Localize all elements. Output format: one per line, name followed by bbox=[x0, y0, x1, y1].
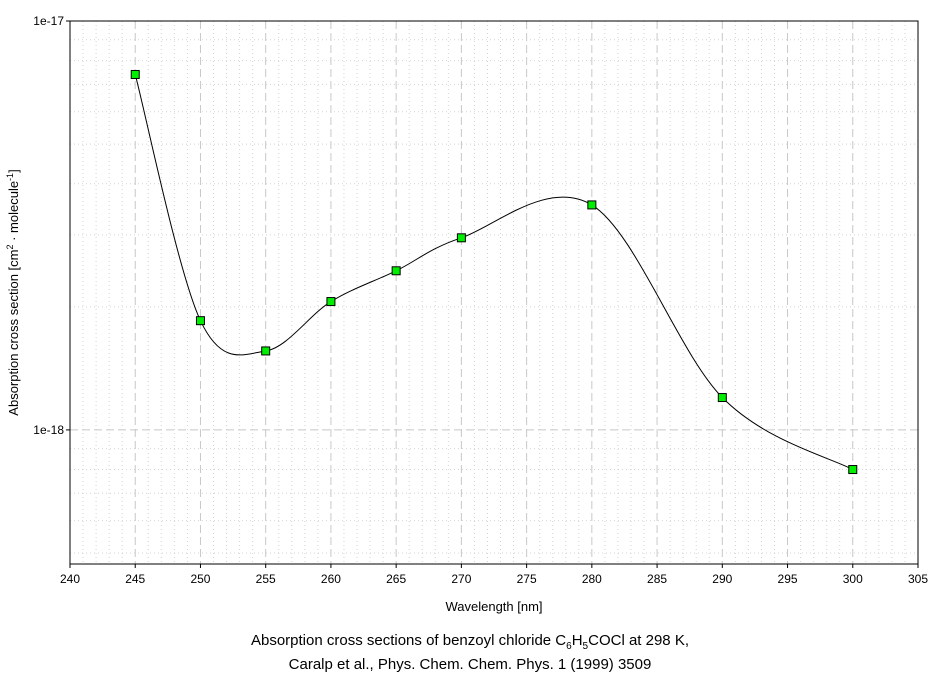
caption-sub-5: 5 bbox=[582, 641, 589, 652]
x-tick-label: 305 bbox=[908, 572, 928, 586]
markers bbox=[130, 69, 858, 475]
data-point bbox=[326, 297, 336, 307]
chart: 240 245 250 255 260 265 270 275 280 285 290 295 300 3… bbox=[5, 14, 928, 614]
x-tick-label: 295 bbox=[778, 572, 798, 586]
x-axis: 240 245 250 255 260 265 270 275 280 285 290 295 300 3… bbox=[60, 564, 928, 586]
data-point bbox=[587, 200, 597, 210]
x-tick-label: 270 bbox=[451, 572, 471, 586]
caption-sub-6: 6 bbox=[566, 641, 572, 652]
caption-suffix: COCl at 298 K, bbox=[588, 632, 689, 649]
y-axis-title-middle: · molecule bbox=[6, 181, 21, 245]
data-point bbox=[848, 465, 858, 475]
data-point bbox=[717, 393, 727, 403]
x-tick-label: 285 bbox=[647, 572, 667, 586]
y-tick-label: 1e-18 bbox=[33, 423, 64, 437]
y-axis: 1e-18 1e-17 bbox=[33, 14, 70, 437]
x-tick-label: 275 bbox=[517, 572, 537, 586]
x-tick-label: 280 bbox=[582, 572, 602, 586]
y-axis-title-sup1: 2 bbox=[5, 245, 15, 250]
x-tick-label: 300 bbox=[843, 572, 863, 586]
y-axis-title-suffix: ] bbox=[6, 169, 21, 173]
x-tick-label: 245 bbox=[125, 572, 145, 586]
caption-h: H bbox=[571, 632, 583, 649]
data-point bbox=[456, 233, 466, 243]
series-line bbox=[134, 74, 854, 470]
curve-layer bbox=[134, 74, 854, 470]
caption-line-1: Absorption cross sections of benzoyl chl… bbox=[0, 632, 940, 652]
x-tick-label: 240 bbox=[60, 572, 80, 586]
data-point bbox=[195, 316, 205, 326]
x-tick-label: 260 bbox=[321, 572, 341, 586]
y-axis-title: Absorption cross section [cm2 · molecule… bbox=[5, 169, 21, 415]
y-tick-label: 1e-17 bbox=[33, 14, 64, 28]
x-axis-title: Wavelength [nm] bbox=[445, 599, 542, 614]
x-tick-label: 290 bbox=[712, 572, 732, 586]
caption-prefix: Absorption cross sections of benzoyl chl… bbox=[250, 632, 567, 649]
x-tick-label: 265 bbox=[386, 572, 406, 586]
y-axis-title-sup2: -1 bbox=[5, 173, 15, 181]
caption-line-2: Caralp et al., Phys. Chem. Chem. Phys. 1… bbox=[288, 656, 652, 673]
x-tick-label: 255 bbox=[256, 572, 276, 586]
data-point bbox=[391, 266, 401, 276]
data-point bbox=[130, 69, 140, 79]
plot-frame bbox=[69, 20, 919, 565]
data-point bbox=[261, 346, 271, 356]
x-tick-label: 250 bbox=[190, 572, 210, 586]
y-axis-title-prefix: Absorption cross section [cm bbox=[6, 250, 21, 416]
grid bbox=[69, 21, 919, 564]
